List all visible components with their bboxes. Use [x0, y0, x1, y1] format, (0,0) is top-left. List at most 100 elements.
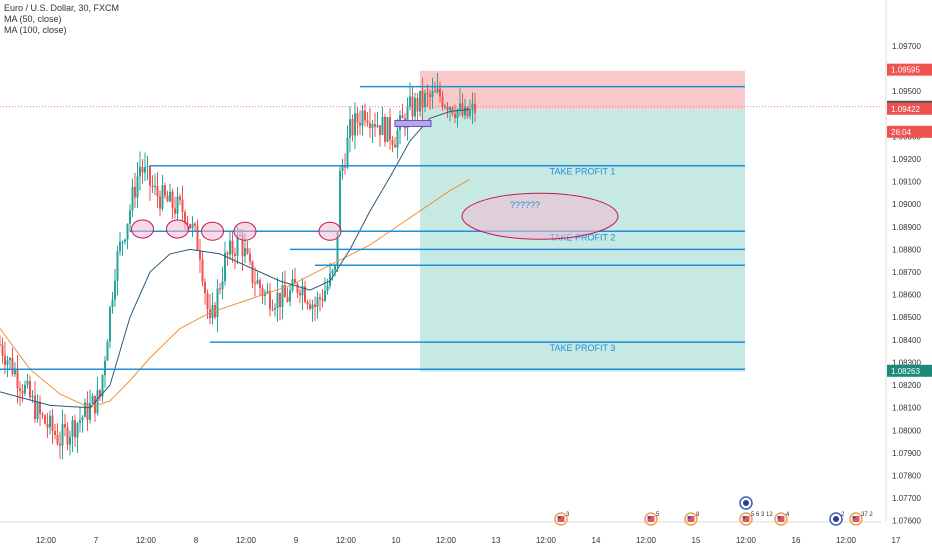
- candle-body: [376, 125, 379, 127]
- price-label: 26:04: [891, 128, 912, 137]
- candle-body: [89, 403, 91, 420]
- candle-body: [179, 196, 181, 200]
- candle-body: [96, 390, 99, 414]
- candle-body: [471, 103, 474, 111]
- candle-body: [266, 290, 269, 293]
- candle-body: [439, 88, 441, 97]
- candle-body: [154, 186, 156, 188]
- candle-body: [26, 380, 29, 385]
- candle-body: [426, 93, 429, 95]
- candle-body: [374, 123, 376, 127]
- marker-circle[interactable]: [166, 219, 189, 239]
- candle-body: [434, 91, 436, 93]
- candle-body: [64, 424, 66, 428]
- y-tick-label: 1.08300: [892, 358, 921, 367]
- marker-circle[interactable]: [131, 219, 154, 239]
- legend-symbol[interactable]: Euro / U.S. Dollar, 30, FXCM: [4, 3, 120, 13]
- candle-body: [329, 273, 331, 286]
- event-flag-canton: [647, 516, 651, 519]
- candle-body: [356, 113, 359, 123]
- event-flag-stripes: [742, 516, 750, 522]
- candle-body: [259, 280, 261, 289]
- candle-body: [369, 122, 371, 128]
- annotation-ellipse[interactable]: [461, 192, 619, 240]
- candle-body: [276, 292, 279, 309]
- candle-body: [166, 195, 169, 202]
- price-label-bg: [887, 364, 932, 377]
- legend-ma50[interactable]: MA (50, close): [4, 14, 62, 24]
- y-tick-label: 1.07800: [892, 471, 921, 480]
- candle-body: [306, 301, 309, 305]
- y-tick-label: 1.08400: [892, 336, 921, 345]
- candle-body: [66, 427, 69, 445]
- candle-body: [294, 279, 296, 284]
- candle-body: [169, 191, 171, 202]
- candle-body: [189, 224, 191, 229]
- candle-body: [274, 308, 276, 310]
- candle-body: [196, 225, 199, 251]
- x-tick-label: 13: [492, 536, 501, 545]
- candle-body: [191, 223, 194, 229]
- marker-circle[interactable]: [318, 221, 342, 241]
- candle-body: [249, 253, 251, 262]
- event-flag-stripes: [777, 516, 785, 522]
- candle-body: [6, 360, 9, 365]
- candle-body: [229, 240, 231, 255]
- x-tick-label: 12:00: [36, 536, 57, 545]
- candle-body: [146, 166, 149, 168]
- candle-body: [281, 285, 284, 308]
- y-tick-label: 1.08600: [892, 291, 921, 300]
- candle-body: [39, 401, 41, 414]
- marker-circle[interactable]: [201, 221, 224, 241]
- candle-body: [61, 424, 64, 446]
- marker-circle[interactable]: [233, 221, 257, 241]
- event-flag-canton: [742, 516, 746, 519]
- candle-body: [194, 223, 196, 226]
- candle-body: [344, 165, 346, 168]
- level-label: TAKE PROFIT 1: [550, 167, 616, 177]
- legend-ma100[interactable]: MA (100, close): [4, 25, 67, 35]
- candle-body: [116, 251, 119, 281]
- candle-body: [0, 344, 1, 346]
- event-circle-dot: [833, 516, 839, 522]
- candle-body: [361, 110, 364, 126]
- candle-body: [451, 107, 454, 114]
- chart-legend: Euro / U.S. Dollar, 30, FXCM MA (50, clo…: [4, 3, 119, 36]
- x-tick-label: 8: [194, 536, 199, 545]
- candle-body: [299, 292, 301, 296]
- candle-body: [79, 420, 81, 424]
- candle-body: [464, 107, 466, 116]
- y-tick-label: 1.07900: [892, 449, 921, 458]
- x-tick-label: 7: [94, 536, 99, 545]
- candle-body: [51, 415, 54, 431]
- price-label: 1.08263: [891, 367, 920, 376]
- candle-body: [359, 122, 361, 126]
- candle-body: [436, 88, 439, 93]
- y-tick-label: 1.08500: [892, 313, 921, 322]
- candle-body: [301, 286, 304, 296]
- x-tick-label: 12:00: [436, 536, 457, 545]
- candle-body: [141, 166, 144, 173]
- candle-body: [261, 288, 264, 297]
- candle-body: [11, 358, 14, 375]
- candle-body: [444, 106, 446, 108]
- candle-body: [384, 116, 386, 142]
- candle-body: [246, 248, 249, 254]
- candle-body: [76, 423, 79, 438]
- candle-body: [156, 186, 159, 197]
- candle-body: [124, 239, 126, 242]
- candle-body: [1, 344, 4, 356]
- x-tick-label: 12:00: [636, 536, 657, 545]
- candle-body: [184, 212, 186, 223]
- candle-body: [284, 285, 286, 298]
- candle-body: [149, 166, 151, 186]
- candle-body: [164, 185, 166, 196]
- candle-body: [396, 130, 399, 148]
- y-tick-label: 1.09000: [892, 200, 921, 209]
- candle-body: [36, 401, 39, 420]
- candle-body: [31, 395, 34, 398]
- candle-body: [119, 241, 121, 252]
- event-label: 37 2: [861, 512, 873, 518]
